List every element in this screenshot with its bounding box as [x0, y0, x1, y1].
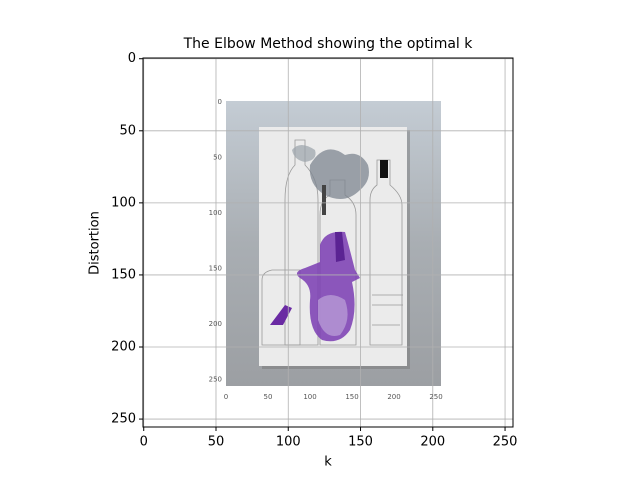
image-y-tick-label: 0 — [218, 98, 222, 106]
image-y-tick-label: 200 — [209, 320, 222, 328]
x-tick-label: 200 — [420, 435, 445, 450]
image-x-tick-label: 250 — [429, 393, 442, 401]
x-axis-label: k — [324, 455, 332, 470]
y-tick-label: 50 — [119, 123, 136, 138]
embedded-image — [226, 101, 441, 386]
image-x-tick-label: 150 — [345, 393, 358, 401]
image-y-tick-label: 100 — [209, 209, 222, 217]
chart-title: The Elbow Method showing the optimal k — [183, 36, 474, 52]
y-tick-label: 100 — [111, 195, 136, 210]
image-y-tick-label: 50 — [213, 154, 222, 162]
axes-frame — [142, 57, 514, 428]
image-y-tick-label: 250 — [209, 376, 222, 384]
image-x-tick-label: 200 — [387, 393, 400, 401]
x-tick-label: 100 — [276, 435, 301, 450]
image-x-tick-label: 0 — [224, 393, 228, 401]
image-x-tick-label: 50 — [264, 393, 273, 401]
x-tick-label: 50 — [208, 435, 225, 450]
y-tick-label: 150 — [111, 267, 136, 282]
x-tick-label: 250 — [493, 435, 518, 450]
image-x-tick-label: 100 — [303, 393, 316, 401]
y-tick-label: 250 — [111, 412, 136, 427]
y-axis-label: Distortion — [88, 211, 103, 275]
y-tick-label: 200 — [111, 340, 136, 355]
image-y-tick-label: 150 — [209, 265, 222, 273]
x-tick-label: 150 — [348, 435, 373, 450]
y-tick-label: 0 — [128, 51, 136, 66]
x-tick-label: 0 — [140, 435, 148, 450]
